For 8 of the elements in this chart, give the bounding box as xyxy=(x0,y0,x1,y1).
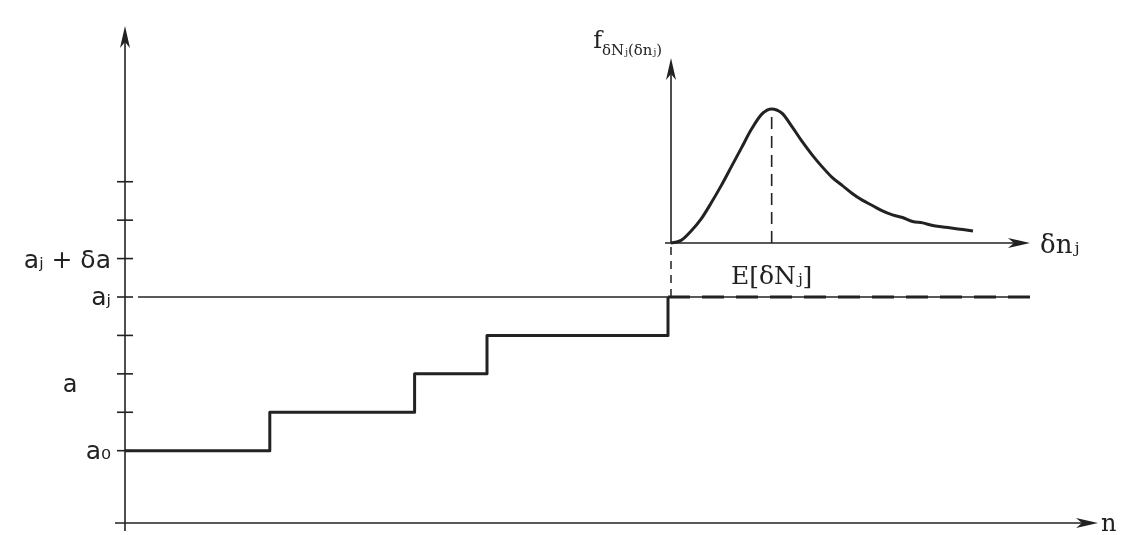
text: a₀ xyxy=(85,436,111,465)
ref-line-label: aⱼ xyxy=(91,282,111,311)
text: aⱼ + δa xyxy=(23,245,111,274)
y-axis-title: f$_{δNⱼ(δnⱼ)}$ xyxy=(593,26,662,59)
annotation: E[δNⱼ] xyxy=(731,261,813,290)
y-axis-title: a xyxy=(62,370,78,398)
x-axis-title: n xyxy=(1101,509,1117,535)
x-axis-title: δnⱼ xyxy=(1040,229,1080,259)
